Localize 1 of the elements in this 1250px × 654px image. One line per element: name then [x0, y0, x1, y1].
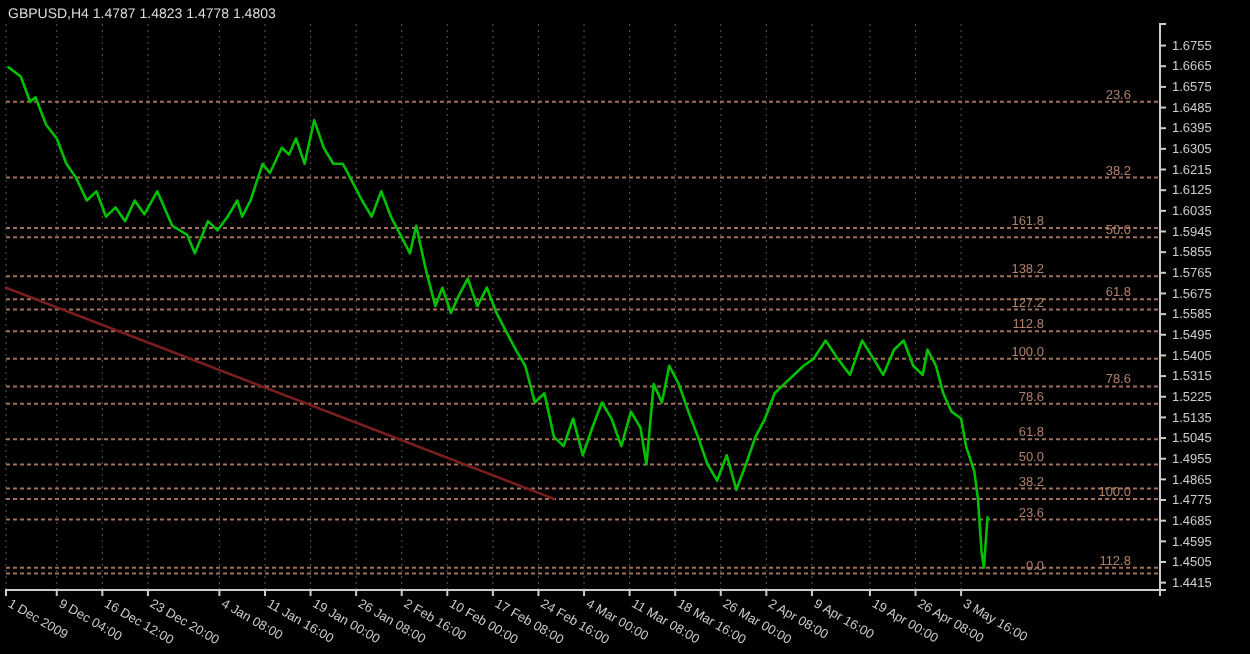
line-series — [7, 66, 989, 570]
